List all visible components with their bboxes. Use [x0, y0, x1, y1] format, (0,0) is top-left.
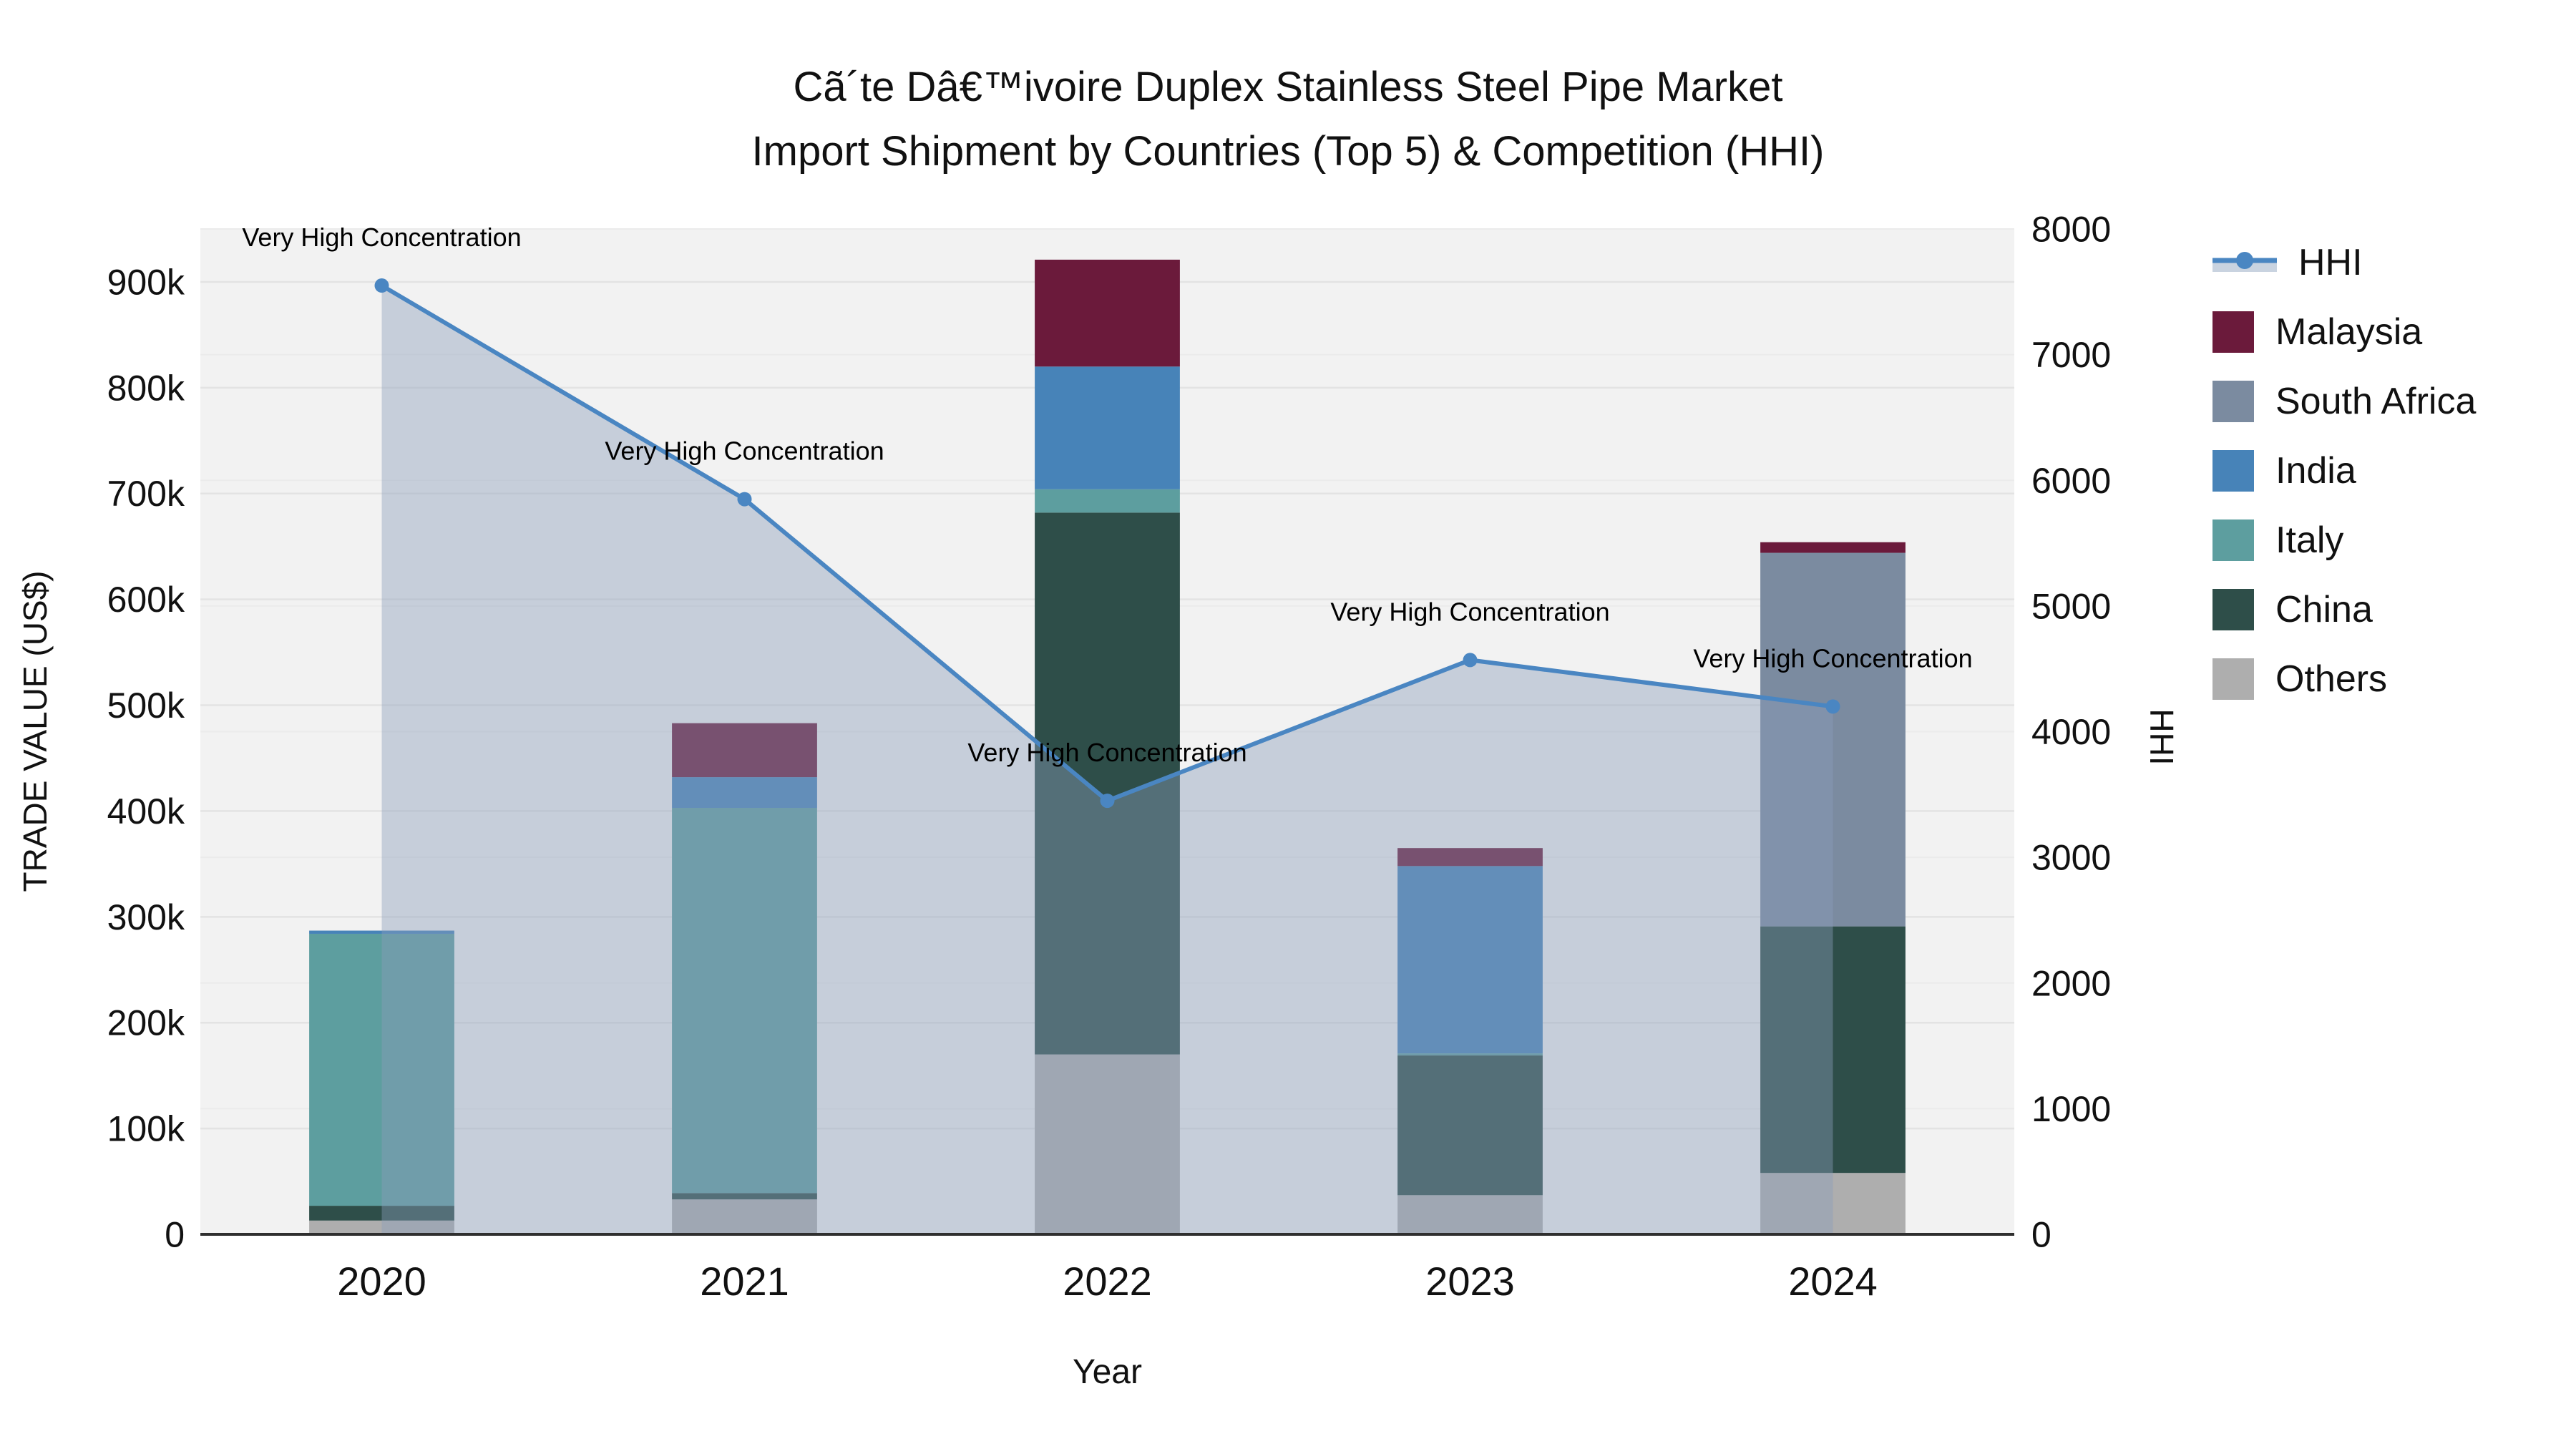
y-tick-left-900k: 900k: [107, 262, 185, 302]
legend-label: HHI: [2298, 241, 2363, 283]
bar-china-2024[interactable]: [1760, 926, 1906, 1174]
bar-others-2020[interactable]: [309, 1220, 454, 1234]
x-tick-2021: 2021: [700, 1259, 789, 1304]
y-tick-left-400k: 400k: [107, 791, 185, 831]
legend-label: Malaysia: [2275, 311, 2423, 353]
legend-label: South Africa: [2275, 380, 2477, 422]
y-tick-left-100k: 100k: [107, 1109, 185, 1149]
y-tick-left-500k: 500k: [107, 686, 185, 726]
bar-malaysia-2022[interactable]: [1035, 259, 1180, 367]
y-tick-right-6000: 6000: [2031, 461, 2111, 501]
y-tick-right-4000: 4000: [2031, 712, 2111, 752]
legend-color-swatch-icon: [2212, 588, 2254, 630]
legend-label: Others: [2275, 658, 2388, 700]
y-tick-left-200k: 200k: [107, 1003, 185, 1043]
left-axis-title: TRADE VALUE (US$): [16, 570, 54, 892]
y-tick-left-800k: 800k: [107, 368, 185, 408]
bar-malaysia-2021[interactable]: [672, 723, 817, 778]
bar-china-2020[interactable]: [309, 1206, 454, 1221]
y-tick-right-7000: 7000: [2031, 335, 2111, 375]
y-tick-right-5000: 5000: [2031, 586, 2111, 626]
legend-color-swatch-icon: [2212, 658, 2254, 700]
legend-color-swatch-icon: [2212, 311, 2254, 353]
legend-item-others[interactable]: Others: [2212, 644, 2476, 713]
bar-south-africa-2024[interactable]: [1760, 552, 1906, 927]
chart-title-line1: Cã´te Dâ€™ivoire Duplex Stainless Steel …: [793, 64, 1783, 110]
bar-others-2022[interactable]: [1035, 1054, 1180, 1234]
x-tick-2020: 2020: [337, 1259, 426, 1304]
annotation-2022: Very High Concentration: [967, 738, 1246, 767]
y-tick-left-0: 0: [165, 1215, 185, 1255]
legend-item-hhi[interactable]: HHI: [2212, 228, 2476, 297]
legend-item-italy[interactable]: Italy: [2212, 505, 2476, 575]
bar-others-2021[interactable]: [672, 1199, 817, 1234]
legend: HHI Malaysia South Africa India Italy China Ot…: [2212, 228, 2476, 713]
legend-item-china[interactable]: China: [2212, 575, 2476, 644]
legend-color-swatch-icon: [2212, 519, 2254, 561]
bar-italy-2021[interactable]: [672, 807, 817, 1194]
y-tick-left-700k: 700k: [107, 474, 185, 514]
legend-color-swatch-icon: [2212, 380, 2254, 422]
hhi-point-2023[interactable]: [1463, 653, 1478, 668]
hhi-point-2024[interactable]: [1825, 699, 1840, 714]
bar-italy-2020[interactable]: [309, 933, 454, 1206]
legend-item-south-africa[interactable]: South Africa: [2212, 366, 2476, 436]
annotation-2023: Very High Concentration: [1330, 597, 1609, 626]
y-tick-left-600k: 600k: [107, 580, 185, 620]
y-tick-left-300k: 300k: [107, 897, 185, 937]
hhi-point-2021[interactable]: [737, 492, 752, 507]
bar-india-2020[interactable]: [309, 930, 454, 934]
hhi-point-2020[interactable]: [374, 278, 389, 293]
bar-india-2021[interactable]: [672, 777, 817, 808]
bar-india-2023[interactable]: [1397, 866, 1543, 1054]
legend-item-india[interactable]: India: [2212, 436, 2476, 505]
bar-malaysia-2024[interactable]: [1760, 542, 1906, 553]
legend-item-malaysia[interactable]: Malaysia: [2212, 297, 2476, 366]
y-tick-right-8000: 8000: [2031, 210, 2111, 250]
bar-china-2023[interactable]: [1397, 1055, 1543, 1196]
hhi-area-fill: [381, 286, 1833, 1234]
legend-label: Italy: [2275, 519, 2344, 561]
hhi-point-2022[interactable]: [1100, 794, 1115, 809]
bar-others-2024[interactable]: [1760, 1173, 1906, 1234]
annotation-2021: Very High Concentration: [605, 436, 884, 466]
bar-italy-2022[interactable]: [1035, 489, 1180, 513]
legend-label: India: [2275, 449, 2356, 492]
x-tick-2024: 2024: [1788, 1259, 1878, 1304]
legend-color-swatch-icon: [2212, 449, 2254, 492]
annotation-2020: Very High Concentration: [242, 223, 521, 252]
y-tick-right-1000: 1000: [2031, 1089, 2111, 1129]
bar-india-2022[interactable]: [1035, 366, 1180, 489]
chart-title-line2: Import Shipment by Countries (Top 5) & C…: [751, 128, 1825, 175]
bar-malaysia-2023[interactable]: [1397, 848, 1543, 867]
x-tick-2022: 2022: [1063, 1259, 1152, 1304]
x-axis-title: Year: [1073, 1353, 1142, 1391]
bar-china-2021[interactable]: [672, 1193, 817, 1200]
annotation-2024: Very High Concentration: [1693, 643, 1972, 673]
bar-italy-2023[interactable]: [1397, 1053, 1543, 1056]
y-tick-right-0: 0: [2031, 1215, 2051, 1255]
right-axis-title: HHI: [2143, 708, 2180, 766]
bar-others-2023[interactable]: [1397, 1195, 1543, 1234]
hhi-line-swatch-icon: [2212, 242, 2277, 283]
y-tick-right-2000: 2000: [2031, 963, 2111, 1003]
y-tick-right-3000: 3000: [2031, 838, 2111, 878]
legend-label: China: [2275, 588, 2373, 630]
x-tick-2023: 2023: [1425, 1259, 1515, 1304]
